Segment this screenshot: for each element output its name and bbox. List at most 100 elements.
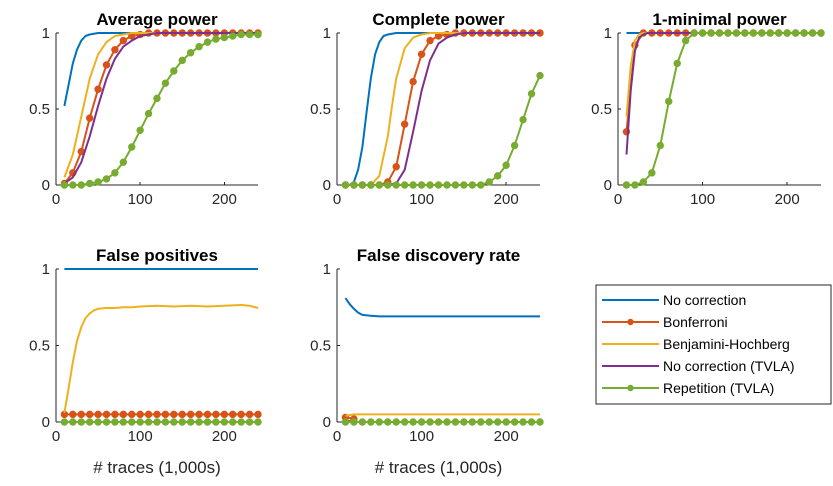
subplot-4: False positives 0 100 200 0 0.5 1 # traces (1,0… <box>29 246 262 477</box>
data-point <box>510 418 519 426</box>
data-point <box>527 90 536 98</box>
x-tick-label: 0 <box>52 428 60 445</box>
series-line <box>625 32 821 132</box>
x-tick-label: 0 <box>52 191 60 208</box>
series-bonferroni <box>60 410 262 419</box>
data-point <box>203 418 212 426</box>
series-benjamini-hochberg <box>625 32 821 117</box>
data-point <box>451 181 460 189</box>
legend-entry: Benjamini-Hochberg <box>602 336 790 352</box>
series-line <box>625 32 821 155</box>
data-point <box>245 30 254 39</box>
data-point <box>417 181 426 189</box>
y-tick-label: 0 <box>42 177 50 194</box>
series-line <box>625 32 821 117</box>
data-point <box>527 418 536 426</box>
data-point <box>536 418 544 426</box>
data-point <box>245 418 254 426</box>
data-point <box>724 29 732 37</box>
series-bonferroni <box>341 29 544 189</box>
data-point <box>536 71 544 80</box>
data-point <box>656 141 664 150</box>
data-point <box>128 410 136 419</box>
chart-title: Average power <box>96 10 218 29</box>
data-point <box>111 169 119 177</box>
series-line <box>626 32 821 186</box>
series-no-correction-tvla <box>625 32 821 155</box>
data-point <box>94 410 102 419</box>
legend-label: No correction <box>663 292 746 308</box>
data-point <box>808 29 817 37</box>
data-point <box>170 410 178 419</box>
data-point <box>392 418 400 426</box>
series-line <box>64 33 258 186</box>
data-point <box>468 181 477 189</box>
data-point <box>254 30 262 39</box>
data-point <box>749 29 758 37</box>
data-point <box>161 410 170 419</box>
data-point <box>426 36 434 45</box>
subplot-2: Complete power 0 100 200 0 0.5 1 <box>310 10 544 208</box>
data-point <box>69 181 77 189</box>
series-repetition-tvla <box>622 29 825 189</box>
legend-entry: No correction (TVLA) <box>602 358 794 374</box>
data-point <box>392 181 400 189</box>
x-tick-label: 200 <box>775 191 800 208</box>
data-point <box>144 418 153 426</box>
y-tick-label: 0.5 <box>310 101 331 118</box>
data-point <box>350 181 358 189</box>
data-point <box>648 169 656 177</box>
series-benjamini-hochberg <box>63 304 259 413</box>
data-point <box>715 29 724 37</box>
data-point <box>203 38 212 46</box>
data-point <box>94 85 102 93</box>
legend-label: No correction (TVLA) <box>663 358 794 374</box>
data-point <box>94 418 102 426</box>
data-point <box>186 49 195 57</box>
data-point <box>144 109 153 118</box>
series-benjamini-hochberg <box>345 413 540 417</box>
data-point <box>136 410 144 419</box>
x-tick-label: 100 <box>409 191 434 208</box>
data-point <box>254 410 262 419</box>
x-tick-label: 100 <box>409 428 434 445</box>
x-tick-label: 200 <box>494 428 519 445</box>
series-line <box>63 32 258 178</box>
data-point <box>102 410 111 419</box>
y-tick-label: 0 <box>323 414 331 431</box>
y-tick-label: 1 <box>42 25 50 42</box>
data-point <box>111 410 119 419</box>
data-point <box>485 418 493 426</box>
x-tick-label: 200 <box>212 191 237 208</box>
data-point <box>237 30 245 39</box>
data-point <box>358 181 367 189</box>
legend-marker <box>627 384 634 392</box>
data-point <box>681 36 690 45</box>
series-line <box>63 304 259 413</box>
series-repetition-tvla <box>60 30 262 189</box>
data-point <box>639 178 648 186</box>
y-tick-label: 0.5 <box>310 338 331 355</box>
data-point <box>153 94 161 103</box>
y-tick-label: 1 <box>604 25 612 42</box>
data-point <box>60 418 69 426</box>
series-repetition-tvla <box>341 418 544 426</box>
y-tick-label: 1 <box>42 261 50 278</box>
data-point <box>178 418 186 426</box>
data-point <box>220 410 229 419</box>
data-point <box>392 163 400 171</box>
series-repetition-tvla <box>60 418 262 426</box>
data-point <box>468 418 477 426</box>
x-tick-label: 0 <box>333 428 341 445</box>
chart-title: False positives <box>96 246 218 265</box>
data-point <box>698 29 707 37</box>
data-point <box>494 418 502 426</box>
data-point <box>434 181 443 189</box>
chart-title: False discovery rate <box>357 246 520 265</box>
data-point <box>443 418 451 426</box>
data-point <box>94 178 102 186</box>
data-point <box>426 418 434 426</box>
series-benjamini-hochberg <box>63 32 258 178</box>
series-no-correction-tvla <box>63 32 258 185</box>
data-point <box>229 418 237 426</box>
